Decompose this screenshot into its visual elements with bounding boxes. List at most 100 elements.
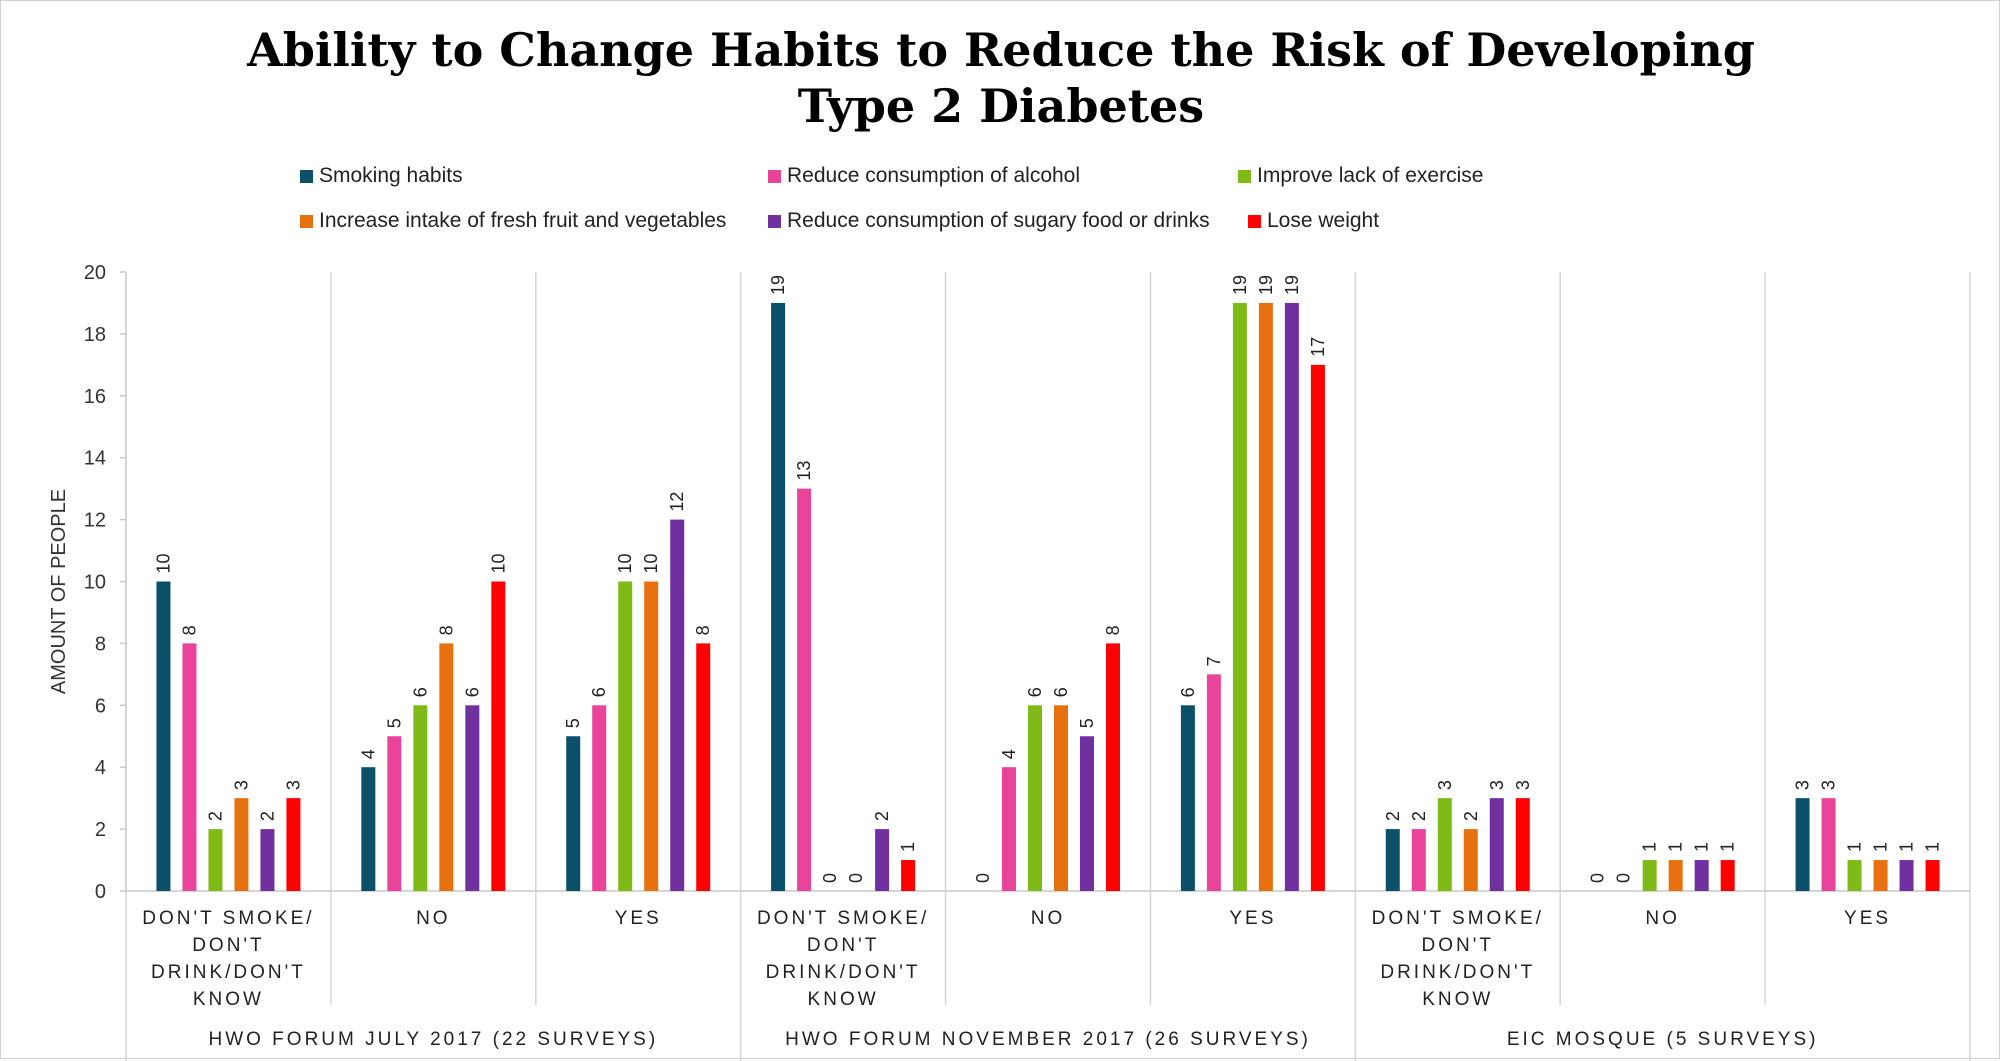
data-label: 1 (1923, 842, 1943, 852)
data-label: 5 (563, 718, 583, 728)
data-label: 6 (1051, 687, 1071, 697)
data-label: 7 (1204, 656, 1224, 666)
group-label: HWO FORUM NOVEMBER 2017 (26 SURVEYS) (785, 1029, 1311, 1050)
bar (1206, 674, 1221, 891)
bar (670, 519, 685, 891)
data-label: 0 (1614, 873, 1634, 883)
data-label: 2 (1409, 811, 1429, 821)
bar (1821, 798, 1836, 891)
bar (1873, 860, 1888, 891)
category-label: KNOW (1422, 989, 1493, 1010)
legend-row-1: Smoking habits Reduce consumption of alc… (300, 164, 1800, 209)
legend-item-fruit-vegetables: Increase intake of fresh fruit and veget… (300, 209, 726, 233)
data-label: 2 (1461, 811, 1481, 821)
data-label: 3 (1487, 780, 1507, 790)
legend-item-sugary: Reduce consumption of sugary food or dri… (768, 209, 1210, 233)
bar (156, 581, 171, 891)
bar (696, 643, 711, 891)
bar (1054, 705, 1068, 891)
data-label: 5 (384, 718, 404, 728)
data-label: 0 (846, 873, 866, 883)
category-label: YES (615, 908, 662, 929)
data-label: 1 (1666, 842, 1686, 852)
legend-label-sugary: Reduce consumption of sugary food or dri… (787, 209, 1210, 232)
legend-label-smoking-habits: Smoking habits (319, 164, 463, 187)
data-label: 8 (436, 625, 456, 635)
bar (387, 736, 402, 891)
bar (901, 860, 916, 891)
bar (875, 829, 890, 891)
category-label: NO (1031, 908, 1066, 929)
legend-swatch-smoking-habits (300, 169, 313, 183)
bar (208, 829, 223, 891)
bar (413, 705, 428, 891)
bar (1002, 767, 1016, 891)
data-label: 0 (1588, 873, 1608, 883)
bar (234, 798, 249, 891)
data-label: 10 (153, 553, 173, 573)
data-label: 2 (205, 811, 225, 821)
legend-swatch-exercise (1238, 169, 1251, 183)
bar (1515, 798, 1530, 891)
bar (1437, 798, 1452, 891)
bar (439, 643, 454, 891)
y-tick-label: 0 (95, 881, 106, 903)
legend-row-2: Increase intake of fresh fruit and veget… (300, 209, 1800, 254)
bar (797, 488, 812, 891)
legend-label-fruit-vegetables: Increase intake of fresh fruit and veget… (319, 209, 727, 232)
category-label: NO (416, 908, 451, 929)
data-label: 3 (1513, 780, 1533, 790)
y-tick-label: 6 (95, 695, 106, 717)
data-label: 4 (999, 749, 1019, 759)
y-tick-label: 4 (95, 757, 106, 779)
data-label: 19 (1230, 275, 1250, 295)
data-label: 13 (794, 461, 814, 481)
bar (1385, 829, 1400, 891)
bar (1489, 798, 1504, 891)
bar (1028, 705, 1042, 891)
legend-label-lose-weight: Lose weight (1267, 209, 1380, 232)
group-label: HWO FORUM JULY 2017 (22 SURVEYS) (208, 1029, 658, 1050)
chart-title-line-2: Type 2 Diabetes (797, 79, 1205, 133)
category-label: YES (1229, 908, 1276, 929)
bar (1795, 798, 1810, 891)
data-label: 2 (1383, 811, 1403, 821)
data-label: 10 (641, 553, 661, 573)
bar (286, 798, 301, 891)
bar (1232, 302, 1247, 891)
bar (644, 581, 659, 891)
bar (1463, 829, 1478, 891)
data-label: 1 (898, 842, 918, 852)
y-tick-label: 12 (84, 510, 106, 532)
legend-label-exercise: Improve lack of exercise (1257, 164, 1484, 187)
legend-swatch-fruit-vegetables (300, 214, 313, 228)
data-label: 17 (1308, 337, 1328, 357)
data-label: 12 (667, 492, 687, 512)
legend-swatch-sugary (768, 214, 781, 228)
bar (182, 643, 197, 891)
bar (1411, 829, 1426, 891)
bar (771, 302, 786, 891)
bar (1925, 860, 1940, 891)
category-label: KNOW (193, 989, 264, 1010)
data-label: 3 (1819, 780, 1839, 790)
data-label: 6 (589, 687, 609, 697)
data-label: 1 (1845, 842, 1865, 852)
bar (1899, 860, 1914, 891)
bar (1106, 643, 1120, 891)
bar (361, 767, 376, 891)
data-label: 1 (1692, 842, 1712, 852)
y-tick-label: 20 (84, 262, 106, 284)
data-label: 10 (488, 553, 508, 573)
bar (465, 705, 480, 891)
data-label: 4 (358, 749, 378, 759)
bar (1847, 860, 1862, 891)
category-label: DON'T SMOKE/ (1372, 908, 1544, 929)
legend-label-alcohol: Reduce consumption of alcohol (787, 164, 1081, 187)
data-label: 2 (872, 811, 892, 821)
category-label: DON'T SMOKE/ (142, 908, 314, 929)
data-label: 6 (462, 687, 482, 697)
y-tick-label: 10 (84, 572, 106, 594)
